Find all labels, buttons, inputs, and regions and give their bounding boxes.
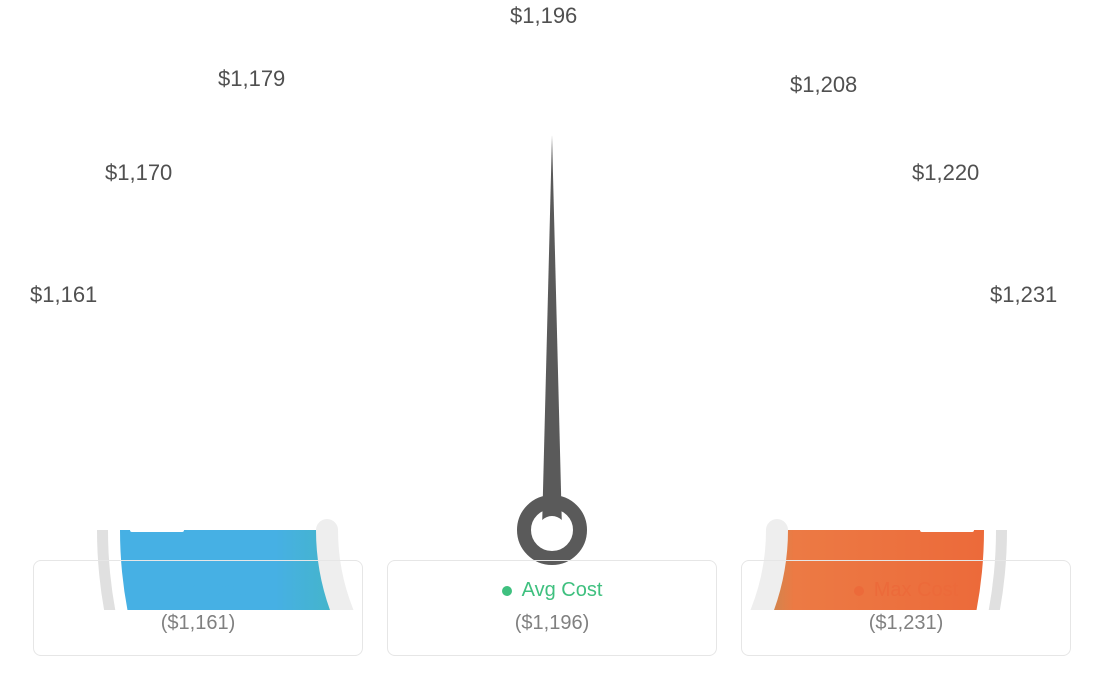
legend-row: Min Cost ($1,161) Avg Cost ($1,196) Max … bbox=[20, 560, 1084, 656]
legend-value: ($1,231) bbox=[869, 612, 944, 635]
legend-card-avg: Avg Cost ($1,196) bbox=[387, 560, 717, 656]
legend-value: ($1,161) bbox=[161, 612, 236, 635]
gauge-tick-label: $1,208 bbox=[790, 72, 857, 98]
legend-label: Min Cost bbox=[169, 579, 248, 602]
legend-card-max: Max Cost ($1,231) bbox=[741, 560, 1071, 656]
dot-icon bbox=[149, 586, 159, 596]
gauge-tick-label: $1,220 bbox=[912, 160, 979, 186]
gauge-tick-label: $1,161 bbox=[30, 282, 97, 308]
gauge-tick-label: $1,179 bbox=[218, 66, 285, 92]
gauge-chart: $1,161 $1,170 $1,179 $1,196 $1,208 $1,220 $1,2… bbox=[0, 0, 1104, 540]
legend-value: ($1,196) bbox=[515, 612, 590, 635]
legend-label: Avg Cost bbox=[522, 579, 603, 602]
gauge-svg bbox=[0, 70, 1104, 610]
legend-card-min: Min Cost ($1,161) bbox=[33, 560, 363, 656]
dot-icon bbox=[854, 586, 864, 596]
gauge-tick-label: $1,231 bbox=[990, 282, 1057, 308]
dot-icon bbox=[502, 586, 512, 596]
gauge-tick-label: $1,196 bbox=[510, 3, 577, 29]
legend-label: Max Cost bbox=[874, 579, 958, 602]
gauge-tick-label: $1,170 bbox=[105, 160, 172, 186]
